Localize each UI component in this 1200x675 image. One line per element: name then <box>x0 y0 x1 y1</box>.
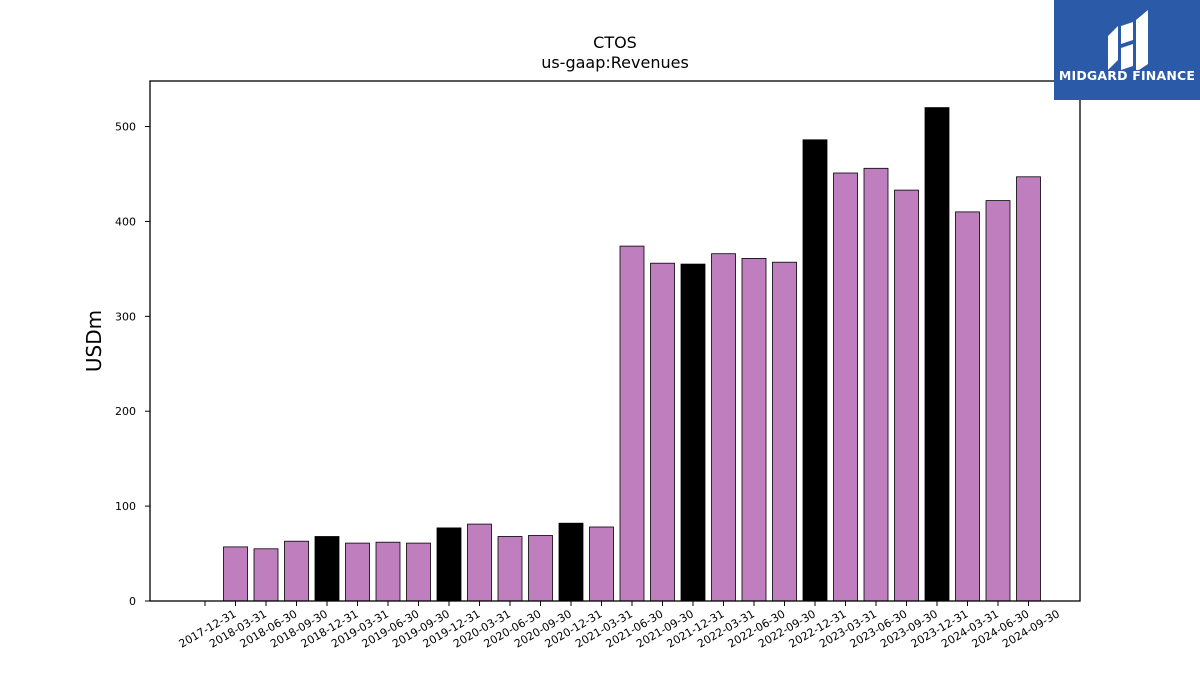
midgard-finance-logo: MIDGARD FINANCE <box>1054 0 1200 100</box>
bar-2018-12-31 <box>314 536 340 602</box>
y-tick-label: 500 <box>115 121 136 134</box>
y-tick-label: 100 <box>115 500 136 513</box>
bar-2024-06-30 <box>985 200 1011 602</box>
y-tick-label: 300 <box>115 310 136 323</box>
bar-2019-06-30 <box>375 541 401 602</box>
y-axis-ticks: 0 100 200 300 400 500 <box>115 121 150 608</box>
y-axis-label: USDm <box>82 310 106 372</box>
bar-2023-06-30 <box>863 167 889 602</box>
bar-2022-03-31 <box>711 253 736 602</box>
bar-2020-12-31 <box>558 522 584 602</box>
bar-2018-06-30 <box>253 548 279 602</box>
logo-text: MIDGARD FINANCE <box>1058 68 1196 83</box>
bar-2023-03-31 <box>833 172 858 602</box>
bar-2023-12-31 <box>924 107 950 602</box>
bar-2020-09-30 <box>528 535 553 602</box>
plot-frame <box>149 80 1081 602</box>
chart-subtitle: us-gaap:Revenues <box>541 53 689 72</box>
bar-2019-03-31 <box>345 542 370 602</box>
y-tick-label: 0 <box>129 595 136 608</box>
bar-2020-03-31 <box>467 523 492 602</box>
bar-2018-09-30 <box>284 540 309 602</box>
y-tick-label: 400 <box>115 215 136 228</box>
bar-2021-12-31 <box>680 263 706 602</box>
bar-2022-09-30 <box>772 261 797 602</box>
bar-2023-09-30 <box>894 189 919 602</box>
bar-2024-09-30 <box>1016 176 1041 602</box>
bar-2019-12-31 <box>436 527 462 602</box>
midgard-logo-icon <box>1108 10 1148 70</box>
bar-2022-06-30 <box>741 257 767 602</box>
bar-2018-03-31 <box>223 546 248 602</box>
y-tick-label: 200 <box>115 405 136 418</box>
x-axis-ticks: 2017-12-312018-03-312018-06-302018-09-30… <box>177 601 1062 651</box>
bar-2021-03-31 <box>589 526 614 602</box>
bar-2024-03-31 <box>955 211 980 602</box>
bar-2021-06-30 <box>619 245 645 602</box>
bars-group <box>223 107 1041 602</box>
bar-2020-06-30 <box>497 536 523 602</box>
bar-2022-12-31 <box>802 139 828 602</box>
bar-2021-09-30 <box>650 262 675 602</box>
bar-2019-09-30 <box>406 542 431 602</box>
chart-title: CTOS <box>593 33 637 52</box>
